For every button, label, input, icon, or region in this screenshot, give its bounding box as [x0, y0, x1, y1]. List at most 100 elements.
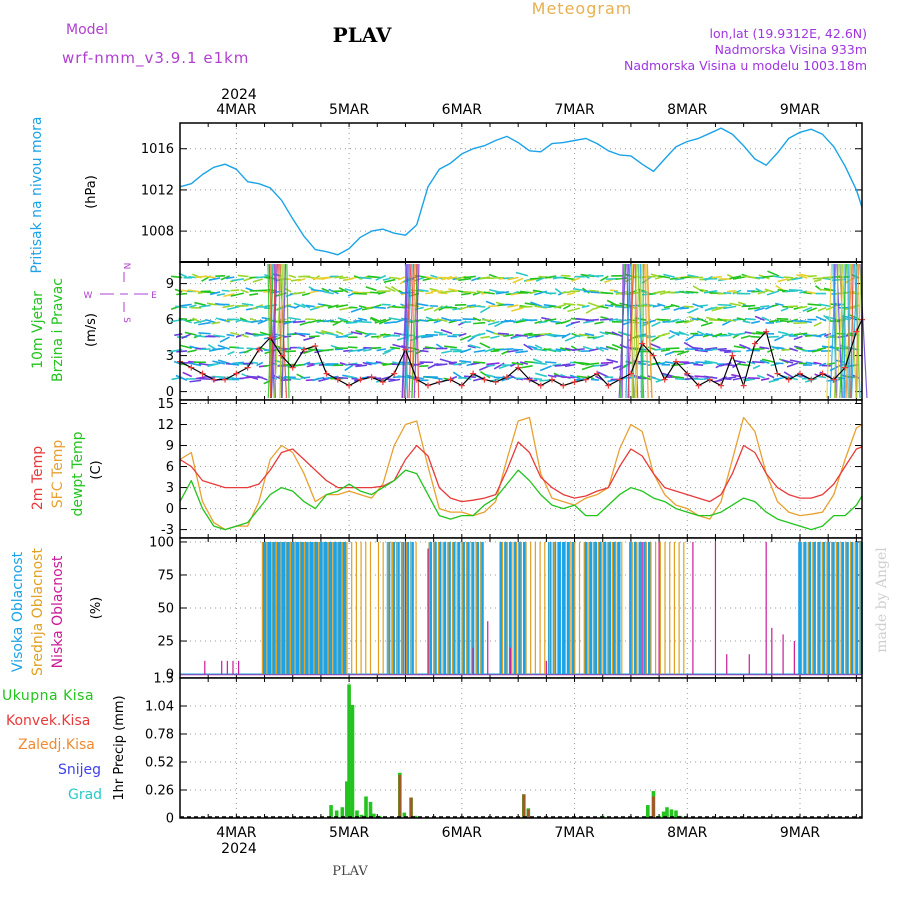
high-cloud-bar — [400, 541, 405, 675]
wind-barb — [212, 347, 225, 351]
wind-barb — [611, 343, 623, 350]
wind-barb — [237, 274, 249, 278]
wind-shift-streak — [618, 263, 627, 399]
wind-barb — [220, 275, 230, 281]
wind-barb — [545, 361, 557, 364]
wind-barb — [567, 307, 581, 313]
wind-barb — [581, 364, 595, 371]
wind-barb — [711, 275, 723, 279]
wind-shift-streak — [408, 263, 415, 399]
wind-barb — [472, 361, 486, 364]
wind-barb — [822, 277, 831, 281]
precip-legend: Ukupna Kisa Konvek.Kisa Zaledj.Kisa Snij… — [2, 688, 102, 803]
wind-barb — [528, 333, 543, 337]
wind-barb — [370, 346, 382, 350]
wind-barb — [717, 317, 727, 323]
wind-barb — [563, 302, 576, 306]
total-precip-bar — [355, 810, 359, 818]
wind-barb — [480, 335, 491, 339]
wind-shift-streak — [840, 263, 844, 399]
wind-barb — [717, 347, 727, 351]
wind-barb — [503, 334, 514, 338]
wind-barb — [312, 376, 325, 382]
wind-barb — [781, 359, 794, 364]
wind-barb — [199, 304, 211, 308]
wind-shift-streak — [839, 263, 848, 399]
wind-barb — [358, 305, 368, 309]
precip-unit: 1hr Precip (mm) — [112, 695, 127, 800]
high-cloud-bar — [470, 541, 475, 675]
y-tick-label: 3 — [166, 349, 174, 364]
wind-shift-streak — [642, 263, 644, 399]
wind-barb — [652, 304, 661, 308]
wind-barb — [780, 307, 789, 312]
wind-barb — [693, 363, 704, 367]
wind-barb — [807, 274, 817, 278]
wind-barb — [507, 276, 519, 281]
wind-barb — [511, 362, 524, 366]
wind-barb — [243, 347, 254, 354]
top-day-label: 5MAR — [329, 102, 370, 118]
high-cloud-bar — [342, 541, 347, 675]
wind-barb — [760, 377, 770, 381]
wind-barb — [732, 275, 746, 280]
wind-barb — [515, 334, 528, 337]
wind-barb — [359, 276, 372, 280]
high-cloud-bar — [405, 541, 410, 675]
wind-barb — [715, 306, 727, 309]
high-cloud-bar — [475, 541, 480, 675]
wind-barb — [816, 332, 827, 338]
wind-barb — [473, 349, 486, 353]
wind-barb — [789, 347, 798, 352]
wind-barb — [599, 346, 609, 351]
wind-barb — [175, 305, 188, 309]
high-cloud-bar — [499, 541, 504, 675]
wind-barb — [460, 321, 472, 324]
high-cloud-bar — [845, 541, 849, 675]
wind-barb — [355, 364, 367, 368]
wind-barb — [301, 292, 311, 297]
wind-barb — [732, 361, 742, 369]
high-cloud-bar — [571, 541, 576, 675]
bottom-day-label: 7MAR — [554, 825, 595, 841]
total-precip-bar — [359, 814, 364, 818]
wind-barb — [818, 362, 827, 367]
wind-barb — [559, 347, 571, 352]
wind-barb — [297, 278, 306, 282]
wind-barb — [432, 376, 443, 380]
y-tick-label: 50 — [157, 602, 174, 617]
dewpt-ylabel: dewpt Temp — [70, 431, 86, 516]
wind-barb — [223, 293, 235, 298]
high-cloud-bar — [849, 541, 854, 675]
wind-barb — [548, 305, 562, 309]
wind-barb — [703, 290, 718, 294]
wind-barb — [252, 278, 263, 283]
wind-barb — [761, 358, 775, 363]
wind-barb — [507, 304, 519, 309]
wind-barb — [211, 321, 221, 325]
high-cloud-bar — [821, 541, 826, 675]
wind-barb — [673, 331, 685, 335]
high-cloud-bar — [831, 541, 835, 675]
wind-barb — [751, 320, 761, 324]
compass-s: S — [121, 317, 131, 323]
wind-barb — [619, 344, 628, 349]
wind-barb — [208, 277, 221, 281]
wind-barb — [429, 287, 439, 292]
wind-barb — [450, 348, 462, 351]
high-cloud-bar — [466, 541, 470, 675]
wind-barb — [723, 305, 737, 310]
wind-barb — [376, 348, 386, 352]
wind-barb — [501, 376, 514, 382]
wind-barb — [227, 350, 235, 356]
wind-barb — [600, 361, 614, 365]
wind-barb — [539, 365, 552, 372]
wind-panel: 0 3 6 9 — [166, 261, 868, 401]
high-cloud-bar — [566, 541, 571, 675]
wind-barb — [222, 304, 235, 309]
wind-barb — [665, 347, 680, 350]
wind-barb — [257, 375, 268, 381]
wind-shift-streak — [279, 263, 284, 399]
wind-barb — [334, 275, 344, 279]
